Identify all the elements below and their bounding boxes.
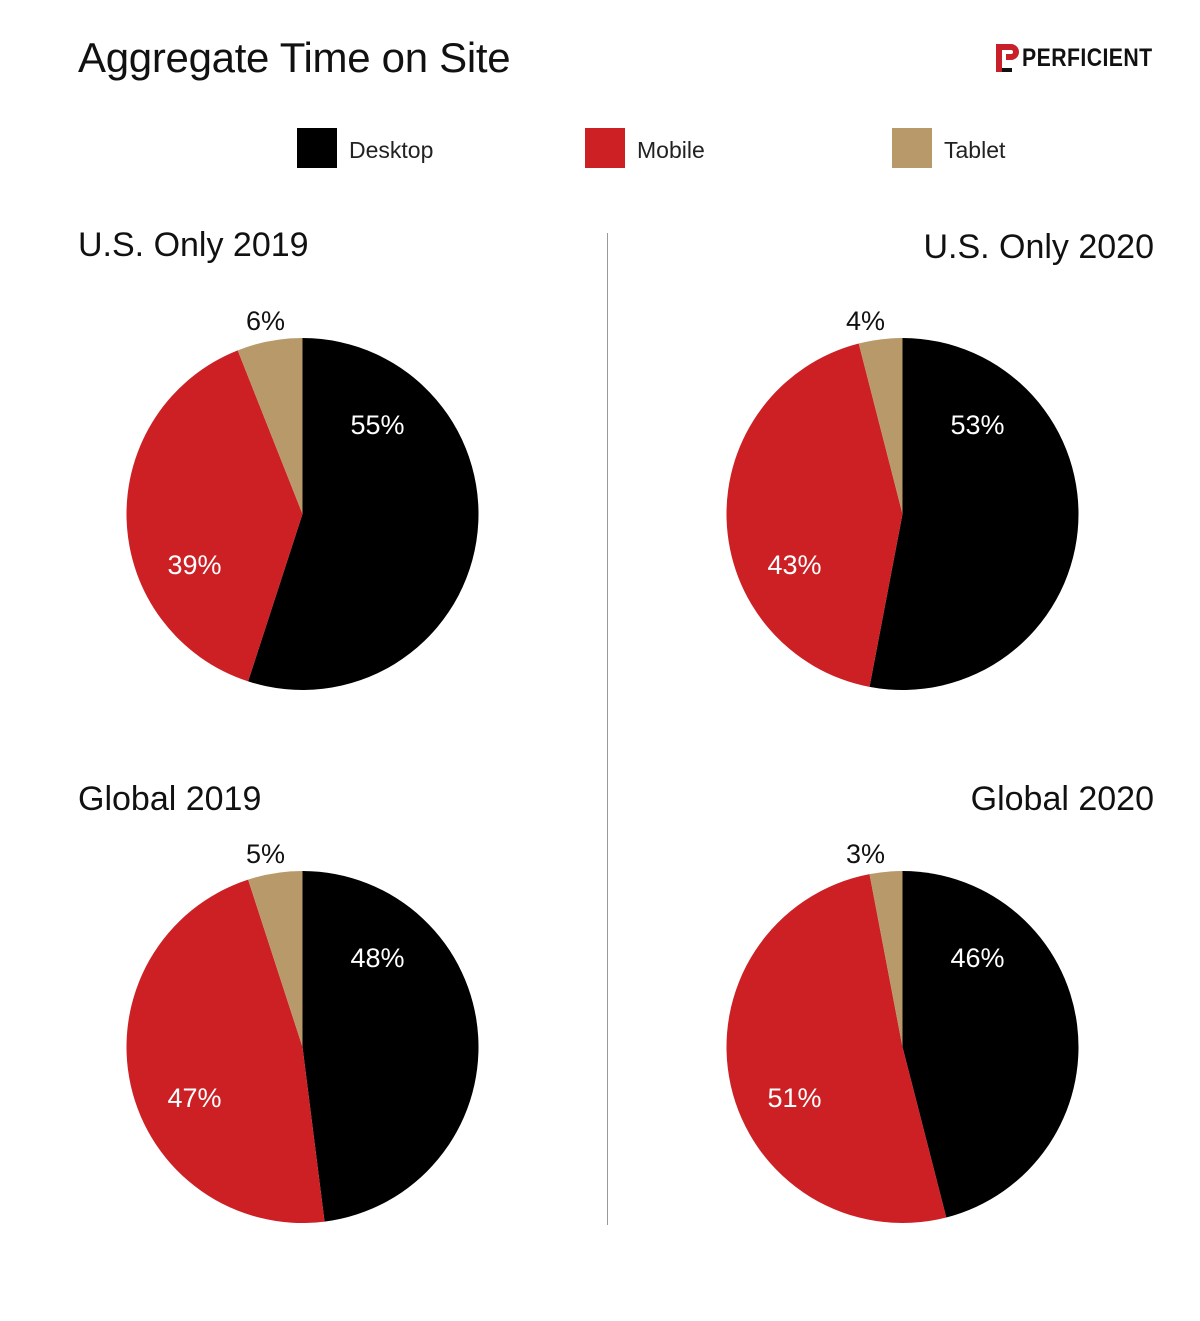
pie-slice-global-2019-desktop	[302, 871, 479, 1222]
pie-slice-us-2019-desktop	[248, 338, 479, 690]
pie-label-global-2020-mobile: 51%	[767, 1083, 821, 1113]
perficient-logo-icon	[996, 44, 1020, 72]
pie-label-us-2020-tablet: 4%	[846, 306, 885, 336]
pie-slice-global-2020-desktop	[902, 871, 1079, 1218]
pie-label-us-2019-tablet: 6%	[246, 306, 285, 336]
pie-slice-global-2020-tablet	[869, 871, 903, 1047]
pie-slice-global-2019-tablet	[248, 871, 303, 1047]
chart-title-us-2020: U.S. Only 2020	[923, 228, 1154, 266]
legend-swatch-mobile	[585, 128, 625, 168]
brand-name: PERFICIENT	[1022, 43, 1153, 72]
legend-swatch-tablet	[892, 128, 932, 168]
legend-item-tablet: Tablet	[892, 128, 1005, 168]
legend: Desktop Mobile Tablet	[0, 128, 1200, 172]
pie-slice-us-2019-mobile	[126, 350, 303, 682]
legend-label-tablet: Tablet	[944, 136, 1006, 163]
legend-label-desktop: Desktop	[349, 136, 434, 163]
pie-slice-us-2020-tablet	[858, 338, 903, 514]
pie-slice-us-2020-mobile	[726, 343, 903, 687]
legend-item-desktop: Desktop	[297, 128, 433, 168]
chart-title-global-2020: Global 2020	[970, 780, 1154, 818]
chart-title-us-2019: U.S. Only 2019	[78, 226, 309, 264]
pie-label-us-2020-mobile: 43%	[767, 550, 821, 580]
pie-slice-global-2019-mobile	[126, 879, 325, 1223]
pie-label-us-2020-desktop: 53%	[950, 410, 1004, 440]
chart-title-global-2019: Global 2019	[78, 780, 262, 818]
pie-slice-global-2020-mobile	[726, 874, 947, 1224]
pie-label-us-2019-desktop: 55%	[350, 410, 404, 440]
legend-swatch-desktop	[297, 128, 337, 168]
pie-slice-us-2020-desktop	[869, 338, 1079, 691]
brand-logo: PERFICIENT	[994, 40, 1176, 76]
pie-label-global-2019-tablet: 5%	[246, 839, 285, 869]
pie-label-us-2019-mobile: 39%	[167, 550, 221, 580]
pie-label-global-2020-tablet: 3%	[846, 839, 885, 869]
legend-label-mobile: Mobile	[637, 136, 705, 163]
pie-label-global-2019-desktop: 48%	[350, 943, 404, 973]
pie-label-global-2020-desktop: 46%	[950, 943, 1004, 973]
pie-slice-us-2019-tablet	[237, 338, 303, 514]
page-title: Aggregate Time on Site	[78, 34, 511, 81]
vertical-divider	[607, 233, 608, 1225]
legend-item-mobile: Mobile	[585, 128, 705, 168]
pie-label-global-2019-mobile: 47%	[167, 1083, 221, 1113]
